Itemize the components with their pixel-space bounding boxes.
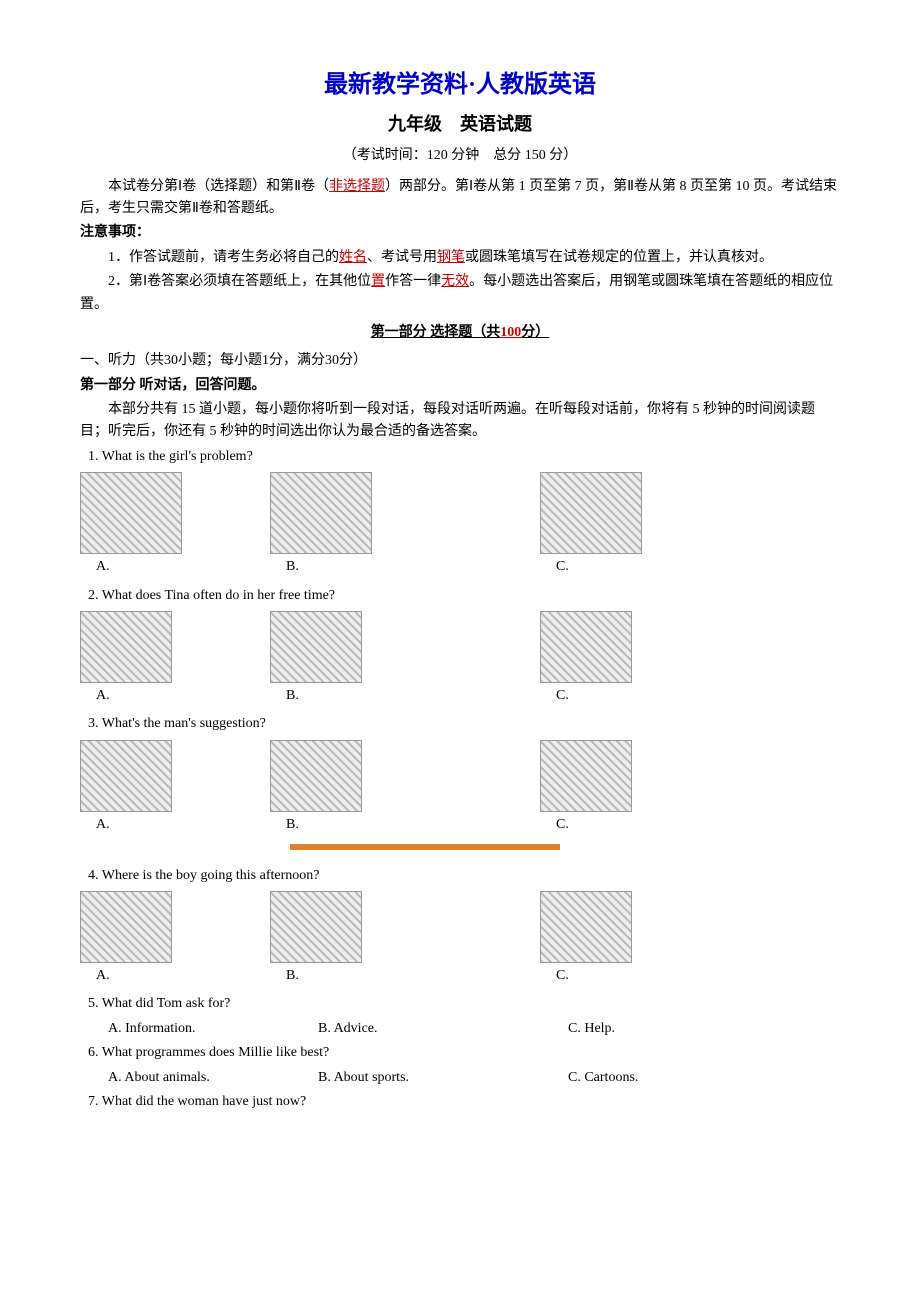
notice-item-2: 2．第Ⅰ卷答案必须填在答题纸上，在其他位置作答一律无效。每小题选出答案后，用钢笔… [80, 271, 840, 316]
main-title: 最新教学资料·人教版英语 [80, 66, 840, 104]
q1-label-b: B. [286, 556, 556, 578]
q1-options [80, 472, 840, 554]
q1-stem: 1. What is the girl's problem? [88, 446, 840, 468]
marker-icon [290, 844, 560, 850]
q3-img-c [540, 740, 632, 812]
q5-opt-a: A. Information. [108, 1018, 318, 1040]
listening-heading: 一、听力（共30小题；每小题1分，满分30分） [80, 350, 840, 372]
text: 分） [521, 325, 549, 340]
q1-img-b [270, 472, 372, 554]
intro-paragraph: 本试卷分第Ⅰ卷（选择题）和第Ⅱ卷（非选择题）两部分。第Ⅰ卷从第 1 页至第 7 … [80, 176, 840, 221]
q2-img-c [540, 611, 632, 683]
text: 、考试号用 [367, 250, 437, 265]
q6-opt-c: C. Cartoons. [568, 1067, 768, 1089]
q6-opt-b: B. About sports. [318, 1067, 568, 1089]
q2-label-c: C. [556, 685, 756, 707]
q4-img-c [540, 891, 632, 963]
q2-img-a [80, 611, 172, 683]
q1-labels: A. B. C. [96, 556, 840, 578]
q1-img-a [80, 472, 182, 554]
part1-heading: 第一部分 选择题（共100分） [80, 322, 840, 344]
q2-label-a: A. [96, 685, 286, 707]
q3-img-a [80, 740, 172, 812]
q3-label-a: A. [96, 814, 286, 859]
highlight-text: 钢笔 [437, 250, 465, 265]
highlight-text: 姓名 [339, 250, 367, 265]
text: 作答一律 [385, 274, 441, 289]
text: 或圆珠笔填写在试卷规定的位置上，并认真核对。 [465, 250, 773, 265]
q4-options [80, 891, 840, 963]
sub-title: 九年级 英语试题 [80, 110, 840, 139]
q1-label-a: A. [96, 556, 286, 578]
notice-heading: 注意事项： [80, 222, 840, 244]
highlight-text: 置 [371, 274, 385, 289]
q7-stem: 7. What did the woman have just now? [88, 1091, 840, 1113]
q2-label-b: B. [286, 685, 556, 707]
q6-opt-a: A. About animals. [108, 1067, 318, 1089]
q3-label-b: B. [286, 814, 556, 859]
subsection-instructions: 本部分共有 15 道小题，每小题你将听到一段对话，每段对话听两遍。在听每段对话前… [80, 399, 840, 444]
text: 2．第Ⅰ卷答案必须填在答题纸上，在其他位 [108, 274, 371, 289]
subsection-heading: 第一部分 听对话，回答问题。 [80, 375, 840, 397]
q2-stem: 2. What does Tina often do in her free t… [88, 585, 840, 607]
q6-options: A. About animals. B. About sports. C. Ca… [108, 1067, 840, 1089]
text: 1．作答试题前，请考生务必将自己的 [108, 250, 339, 265]
q4-labels: A. B. C. [96, 965, 840, 987]
q1-label-c: C. [556, 556, 756, 578]
text: 第一部分 选择题（共 [371, 325, 501, 340]
q4-label-b: B. [286, 965, 556, 987]
exam-info: （考试时间：120 分钟 总分 150 分） [80, 145, 840, 167]
q2-options [80, 611, 840, 683]
q4-label-c: C. [556, 965, 756, 987]
q5-opt-c: C. Help. [568, 1018, 768, 1040]
q5-stem: 5. What did Tom ask for? [88, 993, 840, 1015]
highlight-text: 100 [500, 325, 521, 340]
q4-stem: 4. Where is the boy going this afternoon… [88, 865, 840, 887]
text: 本试卷分第Ⅰ卷（选择题）和第Ⅱ卷（ [108, 179, 329, 194]
highlight-text: 无效 [441, 274, 469, 289]
q3-img-b [270, 740, 362, 812]
q3-label-c: C. [556, 814, 756, 859]
q3-labels: A. B. C. [96, 814, 840, 859]
q1-img-c [540, 472, 642, 554]
highlight-text: 非选择题 [329, 179, 385, 194]
q4-label-a: A. [96, 965, 286, 987]
q3-options [80, 740, 840, 812]
q5-options: A. Information. B. Advice. C. Help. [108, 1018, 840, 1040]
q2-img-b [270, 611, 362, 683]
q4-img-b [270, 891, 362, 963]
q5-opt-b: B. Advice. [318, 1018, 568, 1040]
q3-stem: 3. What's the man's suggestion? [88, 713, 840, 735]
q6-stem: 6. What programmes does Millie like best… [88, 1042, 840, 1064]
q2-labels: A. B. C. [96, 685, 840, 707]
notice-item-1: 1．作答试题前，请考生务必将自己的姓名、考试号用钢笔或圆珠笔填写在试卷规定的位置… [80, 247, 840, 269]
q4-img-a [80, 891, 172, 963]
